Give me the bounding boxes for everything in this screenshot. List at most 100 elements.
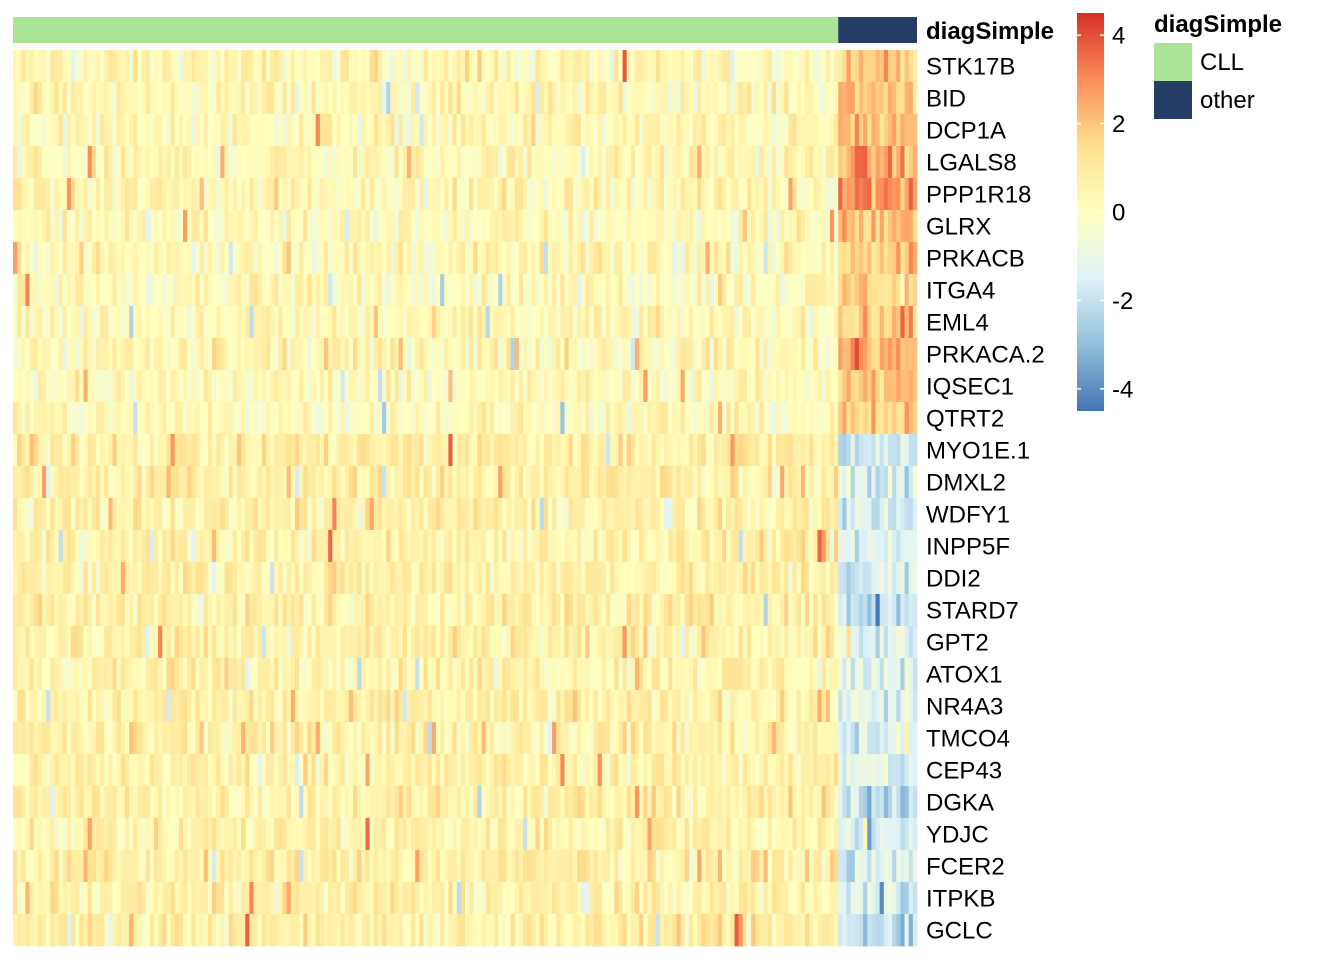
- heatmap-cell: [581, 594, 586, 627]
- heatmap-cell: [552, 530, 557, 563]
- heatmap-cell: [605, 690, 611, 723]
- heatmap-cell: [91, 690, 97, 723]
- heatmap-cell: [145, 274, 151, 307]
- heatmap-cell: [382, 274, 387, 307]
- heatmap-cell: [759, 402, 764, 435]
- heatmap-cell: [776, 146, 781, 179]
- heatmap-cell: [112, 306, 118, 339]
- heatmap-cell: [842, 306, 847, 339]
- heatmap-cell: [348, 274, 354, 307]
- heatmap-cell: [33, 82, 39, 115]
- heatmap-cell: [66, 498, 72, 531]
- heatmap-cell: [46, 370, 51, 403]
- heatmap-cell: [390, 306, 395, 339]
- heatmap-cell: [701, 370, 706, 403]
- heatmap-cell: [622, 498, 628, 531]
- heatmap-cell: [170, 178, 176, 211]
- heatmap-cell: [394, 594, 399, 627]
- heatmap-cell: [659, 178, 665, 211]
- heatmap-cell: [278, 562, 283, 595]
- heatmap-cell: [174, 370, 180, 403]
- heatmap-cell: [440, 434, 445, 467]
- heatmap-cell: [178, 562, 184, 595]
- heatmap-cell: [688, 178, 694, 211]
- heatmap-cell: [112, 658, 118, 691]
- heatmap-cell: [829, 690, 835, 723]
- heatmap-cell: [100, 210, 105, 243]
- heatmap-cell: [829, 658, 835, 691]
- heatmap-cell: [228, 306, 234, 339]
- heatmap-cell: [539, 690, 545, 723]
- heatmap-cell: [133, 306, 138, 339]
- heatmap-cell: [108, 402, 113, 435]
- heatmap-cell: [456, 146, 462, 179]
- heatmap-cell: [589, 530, 594, 563]
- heatmap-cell: [419, 498, 424, 531]
- heatmap-cell: [241, 402, 246, 435]
- heatmap-cell: [871, 562, 876, 595]
- heatmap-cell: [842, 114, 847, 147]
- heatmap-cell: [688, 722, 694, 755]
- heatmap-cell: [431, 50, 437, 83]
- heatmap-cell: [448, 50, 453, 83]
- heatmap-cell: [813, 594, 818, 627]
- heatmap-cell: [452, 562, 458, 595]
- heatmap-cell: [701, 690, 706, 723]
- heatmap-cell: [473, 242, 478, 275]
- heatmap-cell: [510, 754, 516, 787]
- heatmap-cell: [622, 274, 628, 307]
- annotation-segment-other: [838, 17, 917, 43]
- heatmap-cell: [382, 530, 387, 563]
- heatmap-cell: [763, 658, 769, 691]
- heatmap-cell: [693, 594, 698, 627]
- heatmap-cell: [25, 274, 30, 307]
- heatmap-cell: [531, 498, 536, 531]
- heatmap-cell: [108, 338, 113, 371]
- heatmap-cell: [635, 434, 640, 467]
- heatmap-cell: [265, 434, 271, 467]
- heatmap-cell: [104, 242, 109, 275]
- heatmap-cell: [481, 754, 487, 787]
- heatmap-cell: [593, 210, 599, 243]
- heatmap-cell: [228, 50, 234, 83]
- heatmap-cell: [651, 402, 657, 435]
- heatmap-cell: [357, 50, 362, 83]
- heatmap-cell: [66, 754, 72, 787]
- heatmap-cell: [871, 338, 876, 371]
- heatmap-cell: [62, 50, 68, 83]
- heatmap-cell: [639, 210, 644, 243]
- heatmap-cell: [838, 530, 843, 563]
- heatmap-cell: [738, 690, 744, 723]
- heatmap-cell: [908, 626, 914, 659]
- heatmap-cell: [709, 594, 715, 627]
- heatmap-cell: [145, 402, 151, 435]
- heatmap-cell: [257, 82, 263, 115]
- heatmap-cell: [203, 242, 209, 275]
- heatmap-cell: [738, 434, 744, 467]
- heatmap-cell: [66, 626, 72, 659]
- heatmap-cell: [776, 690, 781, 723]
- heatmap-cell: [382, 562, 387, 595]
- heatmap-cell: [241, 50, 246, 83]
- heatmap-cell: [883, 210, 889, 243]
- heatmap-cell: [676, 210, 681, 243]
- heatmap-cell: [427, 242, 433, 275]
- heatmap-cell: [800, 594, 806, 627]
- heatmap-cell: [751, 466, 756, 499]
- heatmap-cell: [659, 370, 665, 403]
- heatmap-cell: [124, 626, 130, 659]
- heatmap-cell: [224, 722, 229, 755]
- heatmap-cell: [730, 242, 735, 275]
- heatmap-cell: [431, 114, 437, 147]
- heatmap-cell: [270, 754, 275, 787]
- heatmap-cell: [904, 402, 910, 435]
- heatmap-cell: [912, 178, 918, 211]
- heatmap-cell: [365, 178, 370, 211]
- heatmap-cell: [498, 562, 503, 595]
- heatmap-cell: [825, 722, 831, 755]
- heatmap-cell: [261, 82, 267, 115]
- heatmap-cell: [120, 722, 126, 755]
- heatmap-cell: [353, 82, 358, 115]
- heatmap-cell: [763, 82, 769, 115]
- heatmap-cell: [626, 146, 632, 179]
